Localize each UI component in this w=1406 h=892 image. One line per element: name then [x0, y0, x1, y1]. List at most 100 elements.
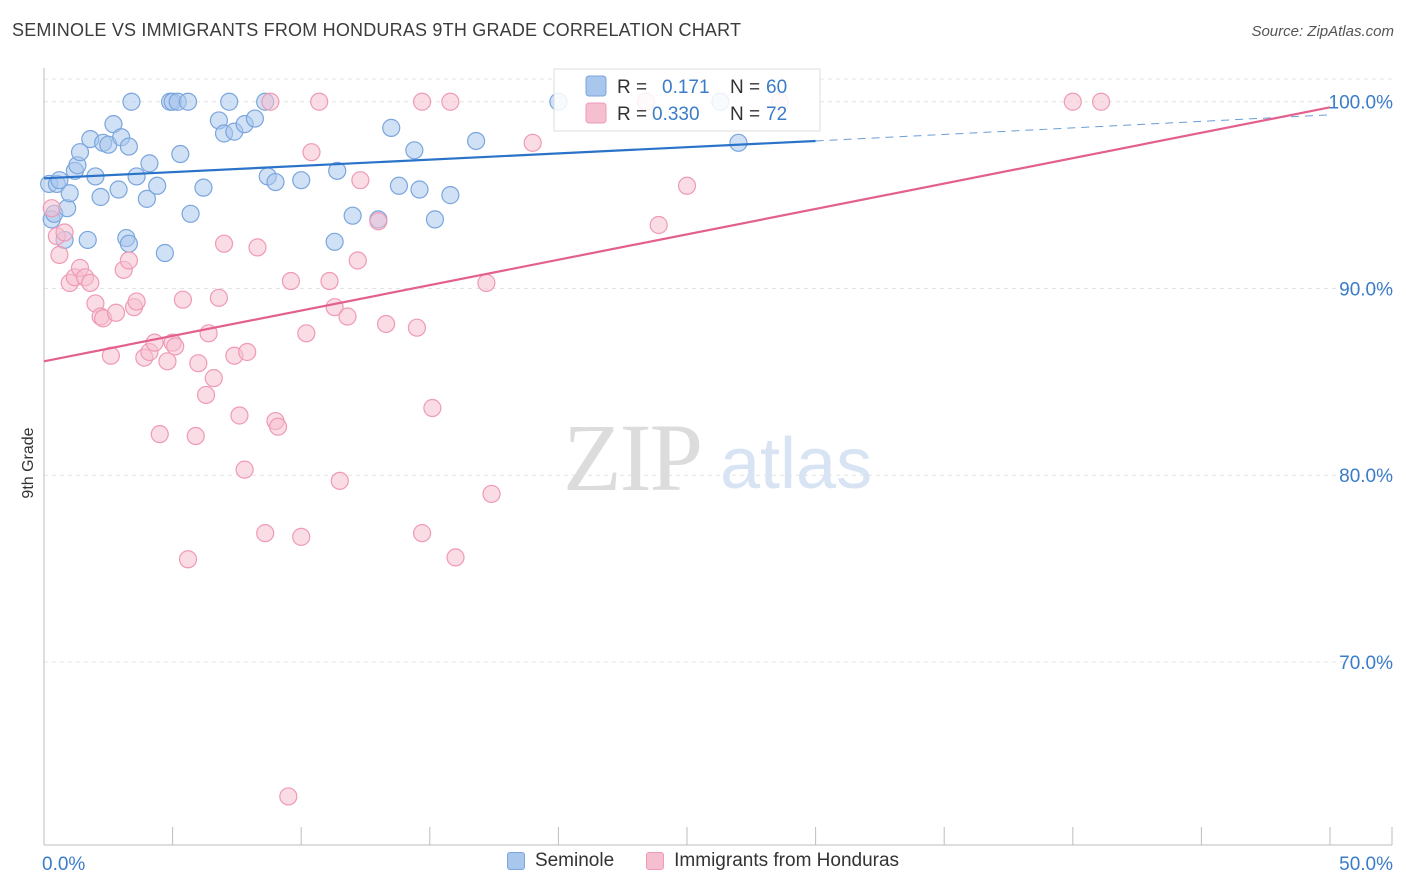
honduras-point [119, 251, 138, 270]
honduras-point [302, 143, 321, 162]
seminole-point [155, 243, 174, 263]
honduras-point [292, 527, 311, 546]
honduras-point [196, 385, 216, 405]
honduras-point [81, 273, 100, 292]
seminole-point [382, 118, 401, 137]
legend-n-value-honduras: 72 [766, 104, 787, 125]
chart-title: SEMINOLE VS IMMIGRANTS FROM HONDURAS 9TH… [12, 20, 742, 40]
seminole-point [441, 186, 460, 205]
seminole-point [729, 133, 748, 152]
watermark-atlas: atlas [720, 424, 872, 504]
honduras-point [204, 369, 223, 388]
seminole-point [405, 141, 424, 160]
honduras-point [348, 251, 367, 270]
legend-swatch-seminole [585, 75, 607, 97]
seminole-point [389, 176, 409, 195]
honduras-point [297, 324, 316, 343]
bottom-legend-label-seminole: Seminole [534, 850, 615, 871]
honduras-point [1063, 92, 1082, 111]
honduras-point [178, 550, 198, 569]
honduras-point [106, 303, 126, 322]
honduras-point [649, 215, 668, 235]
honduras-point [423, 398, 442, 418]
seminole-point [119, 137, 138, 156]
points-layer [40, 92, 1111, 806]
legend-r-value-seminole: 0.171 [662, 77, 710, 98]
seminole-trend-line [43, 139, 816, 180]
seminole-trend-extension [815, 114, 1331, 142]
bottom-legend-swatch-honduras [646, 852, 665, 870]
honduras-point [412, 92, 432, 111]
legend-r-label-honduras: R = [617, 104, 647, 125]
honduras-point [214, 234, 234, 253]
seminole-point [343, 206, 362, 225]
legend-n-value-seminole: 60 [766, 77, 787, 98]
seminole-point [266, 172, 285, 192]
honduras-point [189, 354, 208, 373]
honduras-point [412, 524, 432, 543]
honduras-point [279, 787, 298, 806]
seminole-point [137, 189, 156, 208]
seminole-point [425, 210, 445, 229]
honduras-point [55, 223, 74, 242]
y-tick-label: 70.0% [1339, 653, 1393, 674]
legend-swatch-honduras [585, 102, 607, 124]
seminole-point [328, 161, 347, 180]
honduras-trend-line [43, 106, 1331, 363]
seminole-point [91, 187, 110, 207]
honduras-point [1091, 92, 1111, 111]
legend-n-label-honduras: N = [730, 104, 760, 125]
legend-box: R = 0.171 N = 60 R = 0.330 N = 72 [553, 68, 821, 132]
seminole-point [58, 199, 77, 218]
y-tick-label: 90.0% [1339, 279, 1393, 300]
honduras-point [42, 199, 61, 218]
honduras-point [482, 484, 501, 504]
honduras-point [145, 333, 164, 352]
seminole-point [410, 180, 429, 199]
y-tick-labels: 70.0% 80.0% 90.0% 100.0% [1329, 93, 1394, 674]
honduras-point [230, 406, 249, 425]
seminole-point [140, 154, 159, 173]
honduras-point [330, 471, 349, 490]
honduras-point [338, 307, 357, 326]
bottom-legend-item-seminole: Seminole [506, 850, 615, 872]
honduras-point [186, 426, 205, 446]
seminole-point [194, 178, 213, 197]
seminole-point [60, 184, 79, 203]
honduras-point [238, 342, 257, 362]
honduras-point [268, 417, 288, 436]
bottom-legend: Seminole Immigrants from Honduras [0, 850, 1406, 872]
trend-layer [43, 106, 1331, 363]
honduras-point [209, 288, 228, 307]
honduras-point [256, 524, 275, 543]
y-tick-label: 80.0% [1339, 466, 1393, 487]
bottom-legend-label-honduras: Immigrants from Honduras [674, 850, 900, 871]
legend-n-label-seminole: N = [730, 77, 760, 98]
seminole-point [50, 171, 69, 190]
watermark-zip: ZIP [563, 404, 701, 511]
honduras-point [150, 425, 169, 444]
honduras-point [158, 352, 177, 371]
seminole-point [220, 92, 239, 111]
seminole-point [119, 234, 138, 253]
seminole-point [148, 176, 167, 195]
seminole-point [78, 230, 97, 250]
honduras-point [310, 92, 329, 111]
honduras-point [261, 92, 280, 111]
honduras-point [173, 290, 192, 309]
honduras-point [369, 212, 388, 231]
seminole-point [109, 180, 128, 199]
watermark: ZIP atlas [563, 404, 872, 511]
honduras-point [50, 245, 69, 264]
y-axis-label: 9th Grade [20, 427, 37, 498]
bottom-legend-swatch-seminole [506, 852, 525, 870]
seminole-point [292, 171, 311, 190]
seminole-point [181, 204, 200, 223]
seminole-point [122, 92, 141, 111]
seminole-point [70, 143, 90, 162]
seminole-point [466, 131, 486, 151]
x-tick-label-min: 0.0% [42, 854, 85, 875]
honduras-point [677, 176, 697, 195]
honduras-point [446, 548, 465, 567]
